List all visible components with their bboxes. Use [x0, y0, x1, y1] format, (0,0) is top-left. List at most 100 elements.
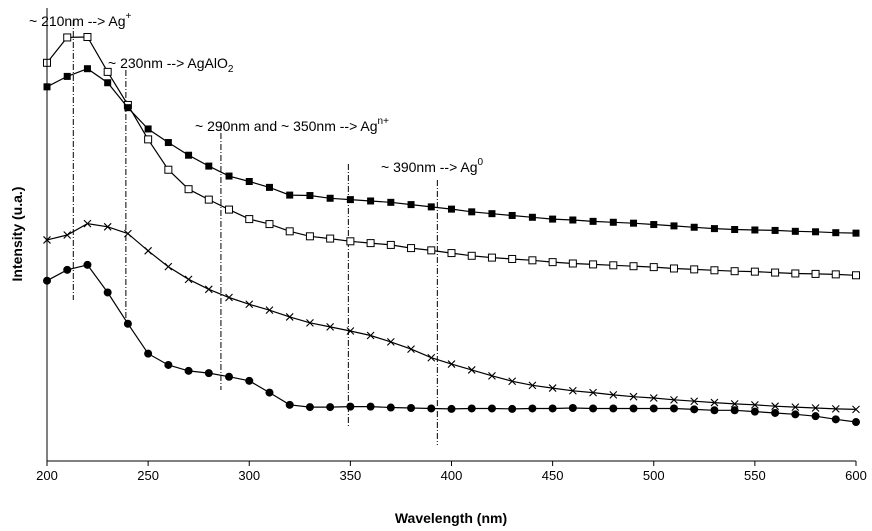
data-point [124, 104, 131, 111]
data-point [185, 186, 192, 193]
x-axis-ticks: 200 250 300 350 400 450 500 550 600 [36, 461, 867, 483]
data-point [205, 163, 212, 170]
data-point [428, 203, 435, 210]
data-point [792, 270, 799, 277]
series-filled-square [44, 65, 860, 236]
data-point [670, 404, 678, 412]
data-point [569, 217, 576, 224]
data-point [771, 409, 779, 417]
data-point [286, 228, 293, 235]
series-cross [44, 220, 860, 413]
data-point [63, 266, 71, 274]
data-point [226, 206, 233, 213]
data-point [246, 178, 253, 185]
x-tick-label: 550 [744, 468, 766, 483]
data-point [468, 208, 475, 215]
data-point [731, 268, 738, 275]
data-point [508, 405, 516, 413]
data-point [751, 226, 758, 233]
data-point [630, 404, 638, 412]
data-point [205, 196, 212, 203]
data-point [326, 403, 334, 411]
annotation-agalo2-sub: 2 [228, 64, 234, 75]
data-point [387, 338, 394, 345]
data-point [832, 415, 840, 423]
data-point [468, 366, 475, 373]
data-point [670, 265, 677, 272]
data-point [448, 361, 455, 368]
data-point [853, 230, 860, 237]
data-point [245, 377, 253, 385]
data-point [165, 139, 172, 146]
data-point [367, 240, 374, 247]
data-point [185, 276, 192, 283]
data-point [569, 404, 577, 412]
data-point [630, 263, 637, 270]
data-point [772, 227, 779, 234]
data-point [165, 263, 172, 270]
series-layer [43, 33, 860, 426]
annotation-ag-zero-sup: 0 [478, 157, 484, 168]
data-point [64, 231, 71, 238]
data-point [549, 404, 557, 412]
data-point [225, 373, 233, 381]
data-point [488, 404, 496, 412]
data-point [407, 404, 415, 412]
data-point [286, 401, 294, 409]
x-tick-label: 600 [845, 468, 867, 483]
data-point [286, 313, 293, 320]
data-point [306, 192, 313, 199]
data-point [711, 225, 718, 232]
data-point [427, 404, 435, 412]
data-point [124, 230, 131, 237]
data-point [306, 233, 313, 240]
data-point [792, 228, 799, 235]
data-point [630, 220, 637, 227]
data-point [205, 286, 212, 293]
data-point [408, 346, 415, 353]
data-point [509, 255, 516, 262]
data-point [104, 288, 112, 296]
x-tick-label: 250 [137, 468, 159, 483]
data-point [690, 405, 698, 413]
data-point [64, 73, 71, 80]
data-point [812, 270, 819, 277]
data-point [549, 216, 556, 223]
data-point [347, 238, 354, 245]
data-point [84, 65, 91, 72]
data-point [650, 264, 657, 271]
data-point [751, 408, 759, 416]
data-point [346, 403, 354, 411]
data-point [488, 254, 495, 261]
data-point [205, 369, 213, 377]
reference-lines [73, 20, 437, 445]
data-point [408, 245, 415, 252]
data-point [367, 197, 374, 204]
data-point [104, 79, 111, 86]
data-point [64, 34, 71, 41]
annotation-ag-zero-base: ~ 390nm --> Ag [381, 159, 478, 175]
data-point [691, 266, 698, 273]
annotation-ag-plus: ~ 210nm --> Ag+ [29, 11, 132, 29]
data-point [226, 294, 233, 301]
data-point [124, 320, 132, 328]
data-point [812, 412, 820, 420]
data-point [610, 219, 617, 226]
data-point [347, 196, 354, 203]
data-point [711, 267, 718, 274]
data-point [327, 195, 334, 202]
data-point [528, 404, 536, 412]
data-point [266, 307, 273, 314]
series-line [47, 265, 856, 422]
data-point [428, 354, 435, 361]
data-point [670, 222, 677, 229]
data-point [529, 214, 536, 221]
data-point [185, 152, 192, 159]
data-point [265, 389, 273, 397]
data-point [549, 259, 556, 266]
data-point [83, 261, 91, 269]
data-point [246, 301, 253, 308]
data-point [327, 235, 334, 242]
data-point [529, 257, 536, 264]
